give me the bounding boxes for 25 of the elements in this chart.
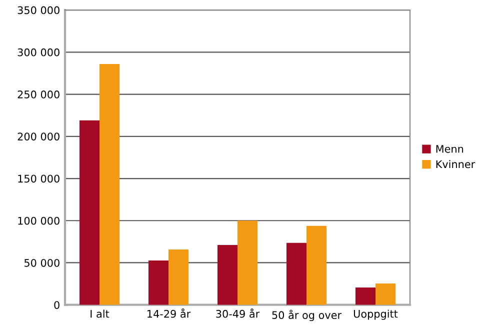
bar: [100, 64, 120, 305]
y-tick-label: 200 000: [18, 132, 60, 140]
x-tick-label: 50 år og over: [272, 310, 342, 322]
bar: [79, 120, 100, 305]
y-tick-label: 150 000: [18, 174, 60, 183]
y-tick-label: 50 000: [24, 258, 60, 267]
x-tick-label: 30-49 år: [216, 308, 260, 318]
y-tick-label: 0: [54, 301, 60, 309]
y-tick-label: 250 000: [18, 90, 60, 98]
x-tick-label: Uoppgitt: [354, 310, 398, 320]
bar: [355, 288, 376, 305]
bar: [286, 242, 306, 305]
y-tick-label: 100 000: [18, 216, 60, 225]
x-tick-label: I alt: [90, 310, 110, 318]
bar: [376, 284, 396, 305]
x-tick-label: 14-29 år: [148, 308, 191, 318]
bar: [148, 260, 168, 305]
bar: [306, 226, 327, 305]
legend-label: Kvinner: [436, 160, 476, 168]
bar: [168, 250, 189, 305]
bar: [238, 220, 258, 305]
y-tick-label: 350 000: [18, 6, 60, 14]
legend-label: Menn: [436, 145, 464, 153]
bar: [217, 245, 238, 305]
y-tick-label: 300 000: [18, 48, 60, 56]
